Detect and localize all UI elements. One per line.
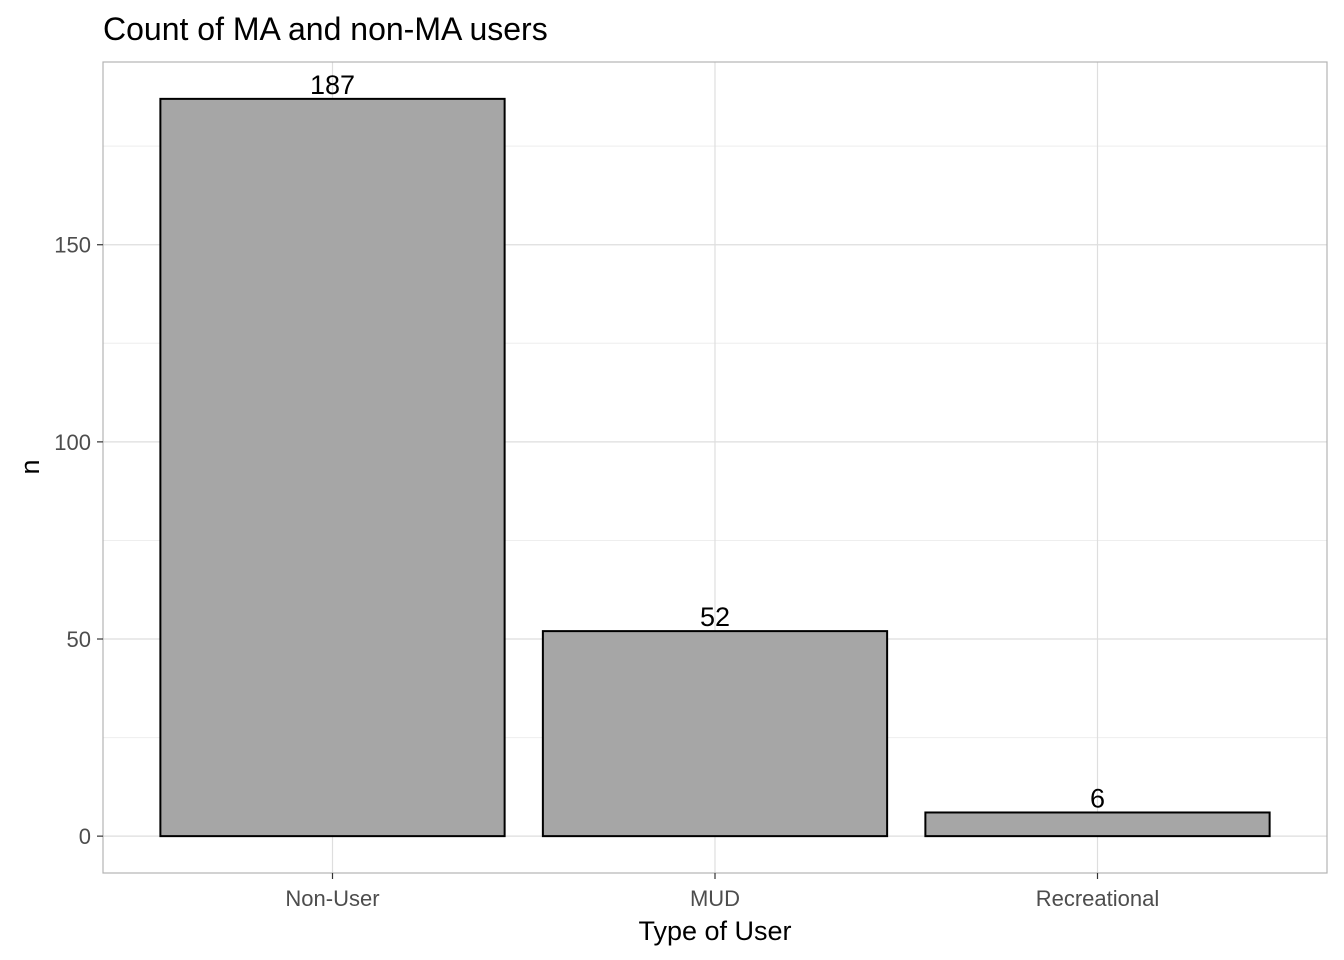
x-axis-ticks: Non-User MUD Recreational <box>285 873 1159 911</box>
y-tick-label: 150 <box>54 233 91 258</box>
chart-title: Count of MA and non-MA users <box>103 11 548 47</box>
data-label: 52 <box>700 602 730 632</box>
bar-non-user <box>159 97 506 838</box>
data-label: 6 <box>1090 783 1105 813</box>
y-tick-label: 50 <box>67 627 91 652</box>
y-axis-ticks: 0 50 100 150 <box>54 233 103 849</box>
x-axis-title: Type of User <box>638 916 791 946</box>
x-tick-label: Non-User <box>285 886 379 911</box>
bar-mud <box>541 630 889 838</box>
data-labels-group: 187 52 6 <box>310 70 1105 814</box>
y-tick-label: 0 <box>79 824 91 849</box>
y-axis-title: n <box>15 459 45 474</box>
x-tick-label: Recreational <box>1036 886 1160 911</box>
bars-group <box>159 97 1271 838</box>
data-label: 187 <box>310 70 355 100</box>
x-tick-label: MUD <box>690 886 740 911</box>
y-tick-label: 100 <box>54 430 91 455</box>
bar-recreational <box>924 811 1271 838</box>
